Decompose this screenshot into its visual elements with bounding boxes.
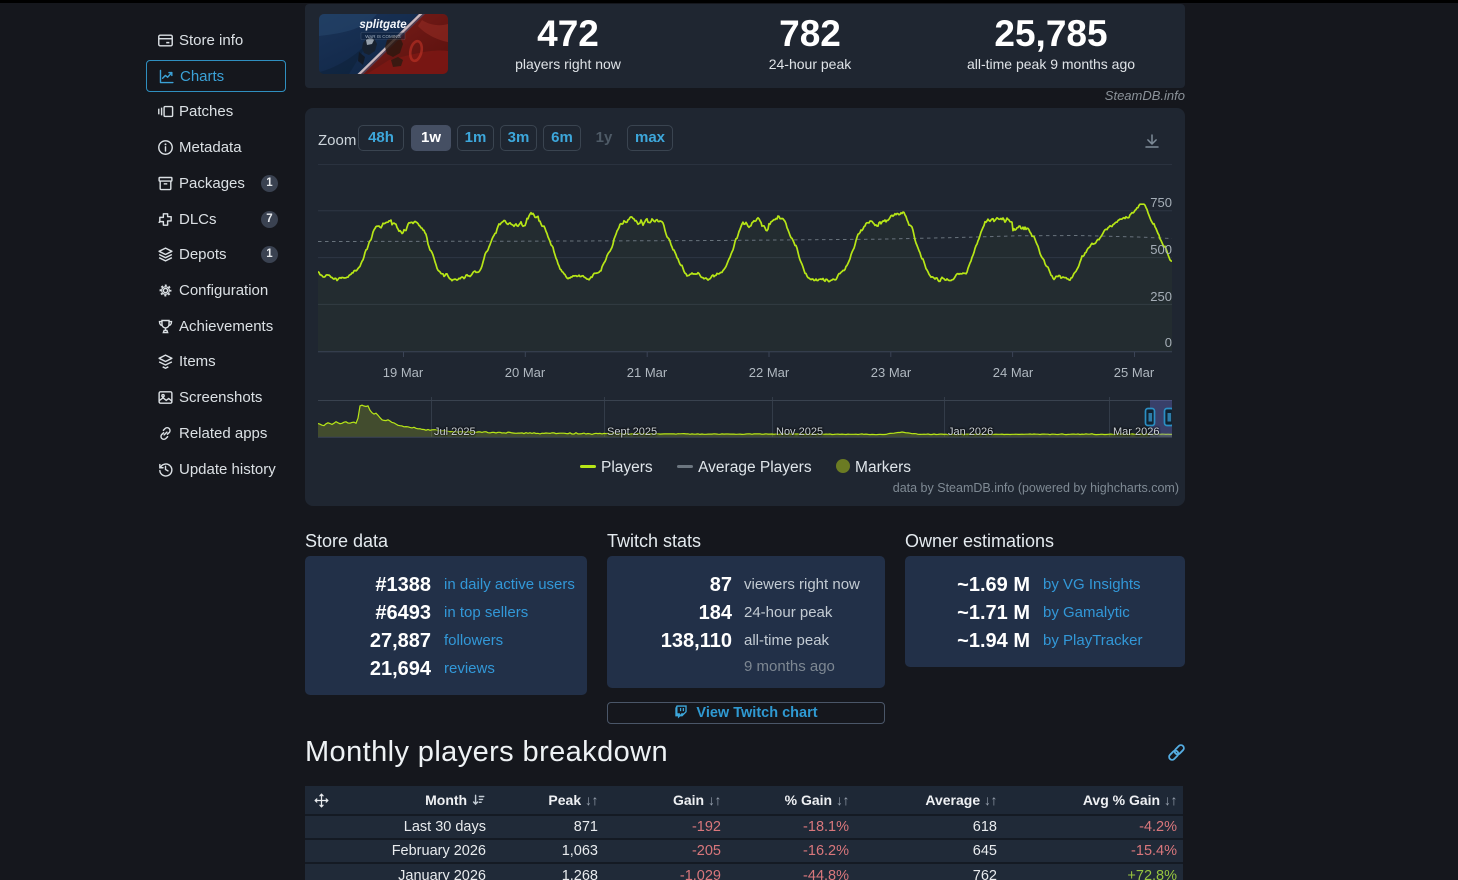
svg-text:splitgate: splitgate xyxy=(359,19,407,31)
svg-text:WAR IS COMING: WAR IS COMING xyxy=(365,34,401,39)
